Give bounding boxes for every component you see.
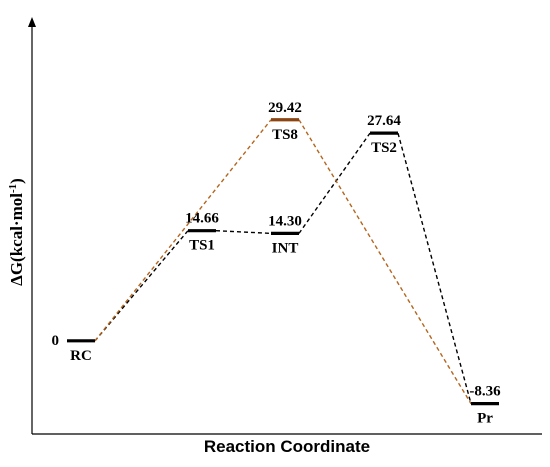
connector-ts2-pr (397, 132, 472, 404)
state-label-rc: RC (70, 348, 92, 364)
state-label-ts2: TS2 (371, 140, 397, 156)
energy-levels (67, 118, 499, 406)
value-label-ts8: 29.42 (268, 100, 302, 116)
x-axis-label: Reaction Coordinate (204, 437, 370, 456)
value-label-ts1: 14.66 (185, 211, 219, 227)
y-axis-label-superscript: -1 (7, 184, 19, 193)
state-label-pr: Pr (477, 411, 493, 427)
connector-lines (94, 119, 472, 405)
state-label-ts1: TS1 (189, 238, 215, 254)
connector-ts8-pr (298, 119, 472, 405)
connector-rc-ts8 (94, 119, 272, 342)
value-label-int: 14.30 (268, 213, 302, 229)
state-label-int: INT (272, 240, 299, 256)
value-label-pr: -8.36 (469, 384, 501, 400)
value-label-rc: 0 (52, 333, 60, 349)
state-label-ts8: TS8 (272, 127, 298, 143)
connector-ts1-int (215, 229, 272, 235)
state-labels: 0 RC 14.66 TS1 14.30 INT 29.42 TS8 27.64 TS2 -8.36… (52, 100, 502, 427)
y-axis-label: ΔG(kcal·mol-1) (7, 178, 26, 286)
value-label-ts2: 27.64 (367, 113, 401, 129)
